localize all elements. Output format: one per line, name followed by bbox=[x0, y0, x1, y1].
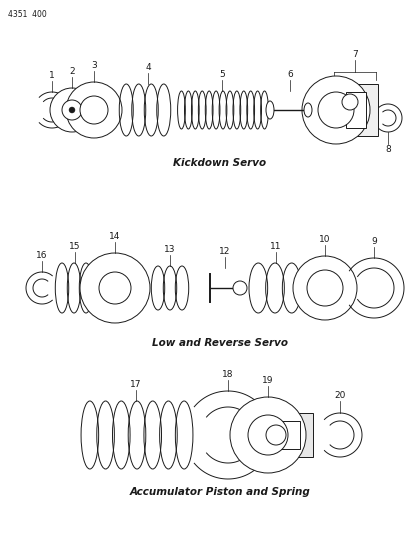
Text: 2: 2 bbox=[69, 67, 75, 76]
Circle shape bbox=[230, 397, 306, 473]
Text: 12: 12 bbox=[220, 247, 231, 256]
Circle shape bbox=[80, 96, 108, 124]
Text: 4351  400: 4351 400 bbox=[8, 10, 47, 19]
Circle shape bbox=[318, 92, 354, 128]
Circle shape bbox=[342, 94, 358, 110]
Circle shape bbox=[307, 270, 343, 306]
Circle shape bbox=[50, 88, 94, 132]
Text: 10: 10 bbox=[319, 235, 331, 244]
Text: 9: 9 bbox=[371, 237, 377, 246]
Bar bbox=[263, 413, 313, 457]
Text: 17: 17 bbox=[130, 380, 142, 389]
Text: 6: 6 bbox=[287, 70, 293, 79]
Text: 1: 1 bbox=[49, 71, 55, 80]
Bar bbox=[334, 84, 378, 136]
Circle shape bbox=[62, 100, 82, 120]
Text: 14: 14 bbox=[109, 232, 121, 241]
Text: 7: 7 bbox=[352, 50, 358, 59]
Text: 11: 11 bbox=[270, 242, 282, 251]
Text: 8: 8 bbox=[385, 145, 391, 154]
Circle shape bbox=[69, 107, 75, 113]
Circle shape bbox=[302, 76, 370, 144]
Text: 15: 15 bbox=[69, 242, 81, 251]
Text: Kickdown Servo: Kickdown Servo bbox=[173, 158, 266, 168]
Bar bbox=[346, 92, 366, 128]
Text: 5: 5 bbox=[219, 70, 225, 79]
Text: 16: 16 bbox=[36, 251, 48, 260]
Text: 20: 20 bbox=[334, 391, 346, 400]
Circle shape bbox=[80, 253, 150, 323]
Circle shape bbox=[293, 256, 357, 320]
Circle shape bbox=[99, 272, 131, 304]
Text: 19: 19 bbox=[262, 376, 274, 385]
Bar bbox=[278, 421, 300, 449]
Circle shape bbox=[233, 281, 247, 295]
Text: Low and Reverse Servo: Low and Reverse Servo bbox=[152, 338, 288, 348]
Circle shape bbox=[66, 82, 122, 138]
Ellipse shape bbox=[304, 103, 312, 117]
Circle shape bbox=[248, 415, 288, 455]
Circle shape bbox=[266, 425, 286, 445]
Text: 18: 18 bbox=[222, 370, 234, 379]
Text: Accumulator Piston and Spring: Accumulator Piston and Spring bbox=[130, 487, 310, 497]
Text: 13: 13 bbox=[164, 245, 176, 254]
Text: 4: 4 bbox=[145, 63, 151, 72]
Text: 3: 3 bbox=[91, 61, 97, 70]
Ellipse shape bbox=[266, 101, 274, 119]
